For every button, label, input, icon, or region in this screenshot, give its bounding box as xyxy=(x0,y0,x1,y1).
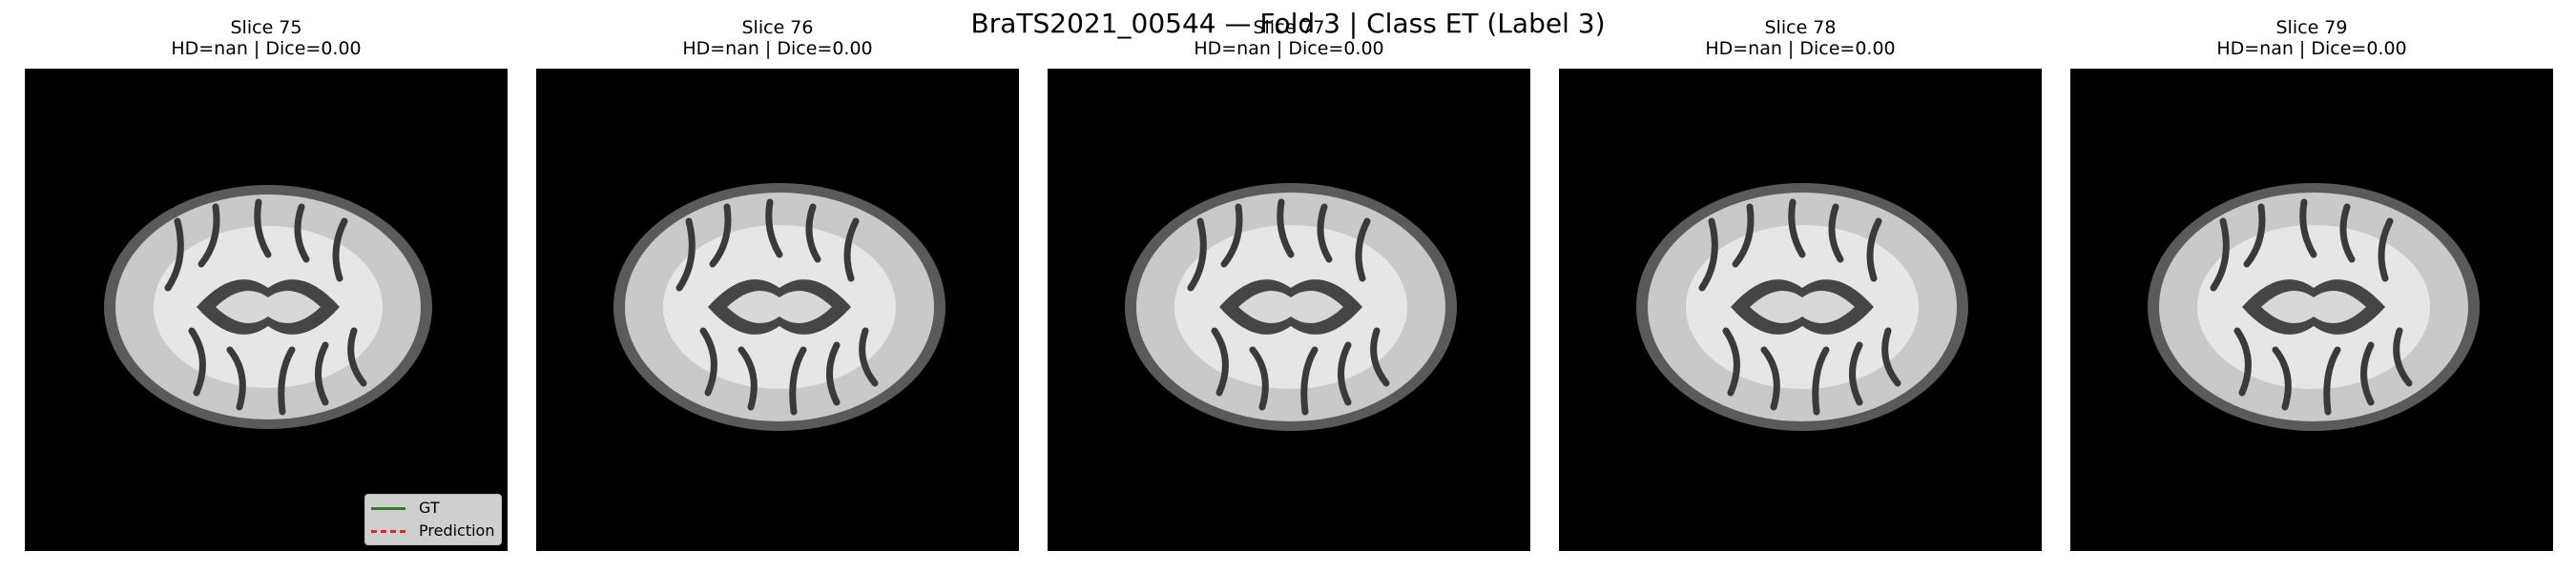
slice-panel: Slice 75 HD=nan | Dice=0.00 GT Predictio… xyxy=(25,17,508,551)
slice-panel: Slice 76 HD=nan | Dice=0.00 xyxy=(536,17,1019,551)
panel-title: Slice 79 HD=nan | Dice=0.00 xyxy=(2070,17,2553,59)
prediction-line-swatch xyxy=(371,530,405,533)
slice-label: Slice 79 xyxy=(2275,17,2348,38)
metrics-label: HD=nan | Dice=0.00 xyxy=(1194,38,1384,59)
mri-slice-image: GT Prediction xyxy=(25,69,508,551)
gt-line-swatch xyxy=(371,507,405,510)
slice-panel: Slice 78 HD=nan | Dice=0.00 xyxy=(1559,17,2042,551)
mri-slice-image xyxy=(536,69,1019,551)
figure-title: BraTS2021_00544 — Fold 3 | Class ET (Lab… xyxy=(970,8,1606,39)
metrics-label: HD=nan | Dice=0.00 xyxy=(682,38,873,59)
slice-label: Slice 75 xyxy=(230,17,302,38)
slice-label: Slice 78 xyxy=(1764,17,1837,38)
legend-prediction-label: Prediction xyxy=(419,521,495,540)
panel-title: Slice 76 HD=nan | Dice=0.00 xyxy=(536,17,1019,59)
legend: GT Prediction xyxy=(364,494,502,545)
metrics-label: HD=nan | Dice=0.00 xyxy=(2216,38,2407,59)
slice-label: Slice 76 xyxy=(741,17,814,38)
mri-slice-image xyxy=(1559,69,2042,551)
slice-panel: Slice 77 HD=nan | Dice=0.00 xyxy=(1048,17,1530,551)
panel-title: Slice 77 HD=nan | Dice=0.00 xyxy=(1048,17,1530,59)
panel-title: Slice 78 HD=nan | Dice=0.00 xyxy=(1559,17,2042,59)
legend-gt-label: GT xyxy=(419,499,440,517)
slice-label: Slice 77 xyxy=(1253,17,1325,38)
panel-title: Slice 75 HD=nan | Dice=0.00 xyxy=(25,17,508,59)
slice-panel: Slice 79 HD=nan | Dice=0.00 xyxy=(2070,17,2553,551)
metrics-label: HD=nan | Dice=0.00 xyxy=(1705,38,1896,59)
metrics-label: HD=nan | Dice=0.00 xyxy=(171,38,362,59)
mri-slice-image xyxy=(1048,69,1530,551)
mri-slice-image xyxy=(2070,69,2553,551)
